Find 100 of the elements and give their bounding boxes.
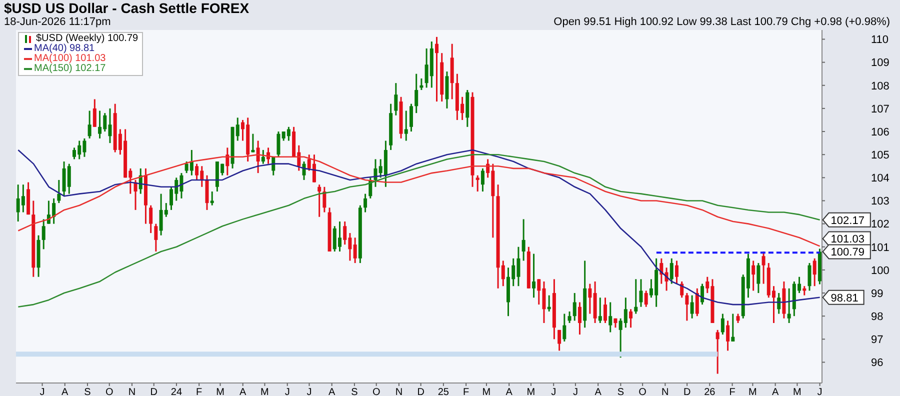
candlestick xyxy=(409,103,413,132)
candlestick xyxy=(639,278,643,308)
candlestick xyxy=(674,260,678,285)
candlestick xyxy=(480,168,484,192)
candlestick xyxy=(205,174,209,211)
x-tick-label: A xyxy=(772,387,779,396)
y-tick-label: 98 xyxy=(871,310,884,323)
x-tick-label: D xyxy=(150,387,158,396)
y-tick-label: 101 xyxy=(871,242,890,254)
candlestick xyxy=(726,320,730,352)
candlestick xyxy=(322,186,326,214)
x-tick-label: M xyxy=(482,387,491,396)
candlestick xyxy=(445,70,449,110)
candlestick xyxy=(572,292,576,322)
y-tick-label: 97 xyxy=(871,334,884,346)
x-tick-label: A xyxy=(594,387,602,396)
chart-title: $USD US Dollar - Cash Settle FOREX xyxy=(4,0,250,16)
candlestick xyxy=(752,260,756,292)
candlestick xyxy=(598,296,602,324)
x-tick-label: S xyxy=(617,387,624,396)
y-tick-label: 108 xyxy=(871,80,890,92)
candlestick xyxy=(670,258,674,285)
candlestick xyxy=(261,149,265,165)
candlestick xyxy=(578,302,582,336)
x-tick-label: D xyxy=(683,387,691,396)
annotation: 98.81 xyxy=(830,292,858,304)
candlestick xyxy=(435,36,439,102)
x-tick-label: O xyxy=(372,387,380,396)
y-tick-label: 110 xyxy=(871,34,889,46)
candlestick xyxy=(700,283,704,306)
x-tick-label: M xyxy=(748,387,757,396)
x-tick-label: O xyxy=(105,387,114,396)
candlestick xyxy=(276,130,280,158)
x-tick-label: 25 xyxy=(438,387,450,396)
x-tick-label: J xyxy=(817,387,822,396)
candlestick xyxy=(210,190,214,206)
candlestick xyxy=(720,313,724,336)
chart-subtitle: 18-Jun-2026 11:17pm xyxy=(4,16,111,28)
candlestick xyxy=(808,262,812,292)
x-tick-label: 26 xyxy=(704,387,716,396)
candlestick xyxy=(634,278,638,315)
candlestick xyxy=(88,110,92,140)
y-tick-label: 100 xyxy=(871,264,890,277)
y-tick-label: 96 xyxy=(871,357,884,370)
x-tick-label: M xyxy=(216,387,224,396)
candlestick xyxy=(731,313,735,342)
x-tick-label: A xyxy=(240,387,247,396)
candlestick xyxy=(604,296,608,324)
x-tick-label: N xyxy=(128,387,136,396)
x-tick-label: A xyxy=(328,387,336,396)
x-tick-label: F xyxy=(196,387,202,396)
x-tick-label: J xyxy=(284,387,290,396)
x-tick-label: M xyxy=(526,387,536,396)
candlestick xyxy=(608,302,612,333)
x-tick-label: A xyxy=(62,387,69,396)
candlestick xyxy=(562,313,566,342)
legend-label: MA(100) 101.03 xyxy=(34,53,106,64)
candlestick xyxy=(414,73,418,114)
text: Open 99.51 High 100.92 Low 99.38 Last 100.79 Chg +0.98 (+0.98%) xyxy=(554,16,890,28)
candlestick xyxy=(558,329,562,352)
candlestick xyxy=(629,308,633,328)
candlestick xyxy=(318,184,322,218)
x-tick-label: F xyxy=(462,387,470,396)
x-tick-label: S xyxy=(84,387,92,396)
candlestick xyxy=(695,288,699,317)
x-tick-label: S xyxy=(351,387,358,396)
x-tick-label: J xyxy=(40,387,45,396)
y-tick-label: 102 xyxy=(871,218,890,231)
candlestick xyxy=(364,193,368,214)
x-tick-label: D xyxy=(417,387,424,396)
legend-label: MA(150) 102.17 xyxy=(34,63,106,74)
x-tick-label: J xyxy=(551,387,556,396)
y-tick-label: 105 xyxy=(871,149,890,162)
candlestick xyxy=(57,179,61,204)
legend-label: $USD (Weekly) 100.79 xyxy=(36,33,138,44)
candlestick xyxy=(588,283,592,315)
x-tick-label: J xyxy=(572,387,578,396)
candlestick xyxy=(353,236,357,264)
candlestick xyxy=(812,258,816,287)
candlestick xyxy=(736,313,740,324)
candlestick xyxy=(42,218,46,250)
candlestick xyxy=(568,310,572,324)
candlestick xyxy=(154,223,158,252)
candlestick xyxy=(690,294,694,320)
y-tick-label: 109 xyxy=(871,57,890,70)
x-tick-label: M xyxy=(260,387,269,396)
candlestick xyxy=(787,288,791,324)
x-tick-label: N xyxy=(395,387,403,396)
candlestick xyxy=(251,133,255,154)
x-tick-label: N xyxy=(662,387,669,396)
candlestick xyxy=(522,218,526,262)
y-tick-label: 107 xyxy=(871,103,890,116)
x-tick-label: J xyxy=(306,387,312,396)
x-tick-label: A xyxy=(506,387,513,396)
candlestick xyxy=(756,262,760,294)
annotation: 100.79 xyxy=(830,246,864,259)
candlestick xyxy=(476,174,480,192)
y-tick-label: 106 xyxy=(871,126,890,138)
legend-label: MA(40) 98.81 xyxy=(34,43,95,54)
candlestick xyxy=(685,292,689,322)
